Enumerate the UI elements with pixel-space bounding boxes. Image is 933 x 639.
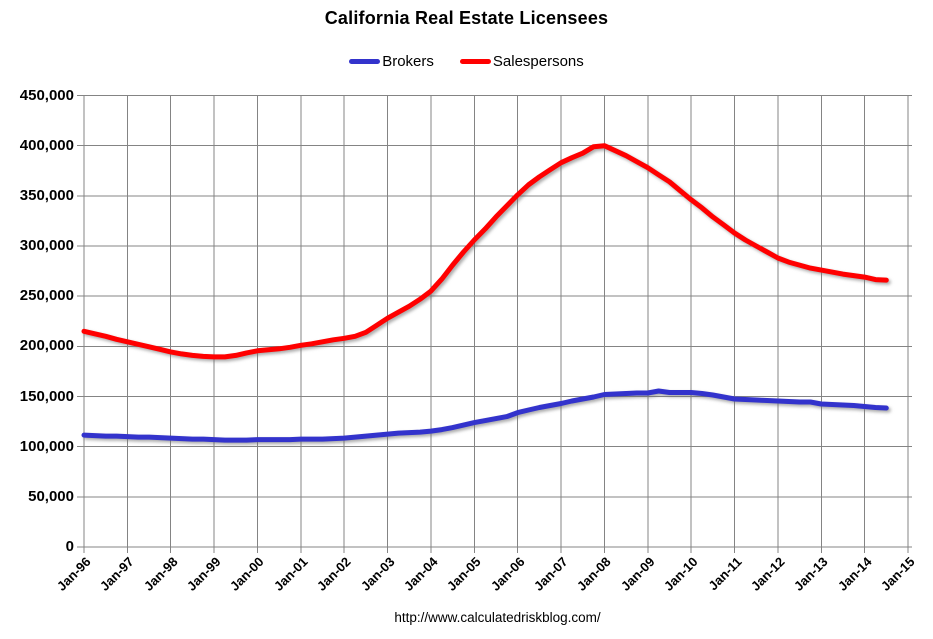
y-axis-label: 50,000 [28, 487, 74, 505]
chart-title: California Real Estate Licensees [324, 8, 609, 28]
salespersons-line [81, 143, 889, 360]
legend-label-salespersons: Salespersons [492, 52, 584, 70]
brokers-line [81, 388, 889, 443]
legend: Brokers Salespersons [0, 51, 933, 71]
y-axis-label: 200,000 [19, 337, 74, 355]
y-axis-label: 350,000 [19, 186, 74, 204]
y-axis-label: 400,000 [19, 136, 74, 154]
salespersons-line-swatch-icon [459, 58, 491, 64]
source-url: http://www.calculatedriskblog.com/ [394, 610, 601, 625]
legend-item-salespersons: Salespersons [459, 52, 584, 70]
brokers-line-swatch-icon [349, 58, 381, 64]
y-axis-label: 450,000 [19, 86, 74, 104]
y-axis-label: 250,000 [19, 287, 74, 305]
legend-label-brokers: Brokers [382, 52, 434, 70]
legend-item-brokers: Brokers [349, 53, 434, 70]
y-axis-label: 150,000 [19, 387, 74, 405]
y-axis-label: 300,000 [19, 237, 74, 254]
y-axis-label: 100,000 [19, 437, 74, 455]
y-axis-label: 0 [65, 538, 74, 555]
